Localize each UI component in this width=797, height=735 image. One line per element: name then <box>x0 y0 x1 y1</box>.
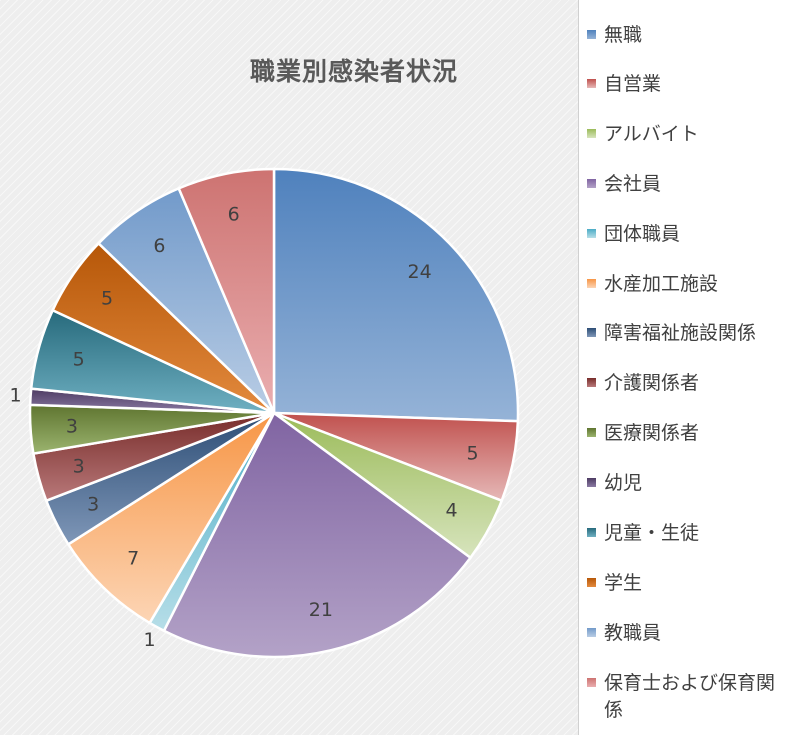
legend-item: 無職 <box>587 22 792 49</box>
data-label: 6 <box>228 204 240 226</box>
legend-label: 会社員 <box>604 173 662 195</box>
legend-item: 児童・生徒 <box>587 520 792 547</box>
legend-item: 障害福祉施設関係 <box>587 320 792 347</box>
legend-item: 保育士および保育関係 <box>587 670 792 724</box>
legend-item: アルバイト <box>587 121 792 148</box>
pie-slice <box>177 167 276 414</box>
data-label: 3 <box>87 493 99 515</box>
legend-swatch <box>587 328 596 337</box>
data-label: 5 <box>101 287 113 309</box>
legend-label: 団体職員 <box>604 223 681 245</box>
legend-swatch <box>587 678 596 687</box>
legend-item: 会社員 <box>587 171 792 198</box>
legend-swatch <box>587 628 596 637</box>
legend-swatch <box>587 428 596 437</box>
legend-swatch <box>587 279 596 288</box>
data-label: 3 <box>73 456 85 478</box>
legend-item: 医療関係者 <box>587 420 792 447</box>
legend-label: アルバイト <box>604 123 699 145</box>
data-label: 3 <box>66 416 78 438</box>
legend-swatch <box>587 179 596 188</box>
legend-swatch <box>587 30 596 39</box>
data-label: 1 <box>143 629 155 651</box>
legend-label: 医療関係者 <box>604 422 700 444</box>
legend-swatch <box>587 378 596 387</box>
legend-label: 学生 <box>604 572 643 594</box>
legend-item: 自営業 <box>587 71 792 98</box>
legend-label: 無職 <box>604 24 643 46</box>
legend-label: 自営業 <box>604 73 662 95</box>
legend-item: 水産加工施設 <box>587 271 792 298</box>
legend-label: 保育士および保育関係 <box>604 672 776 721</box>
legend-label: 障害福祉施設関係 <box>604 322 757 344</box>
legend-item: 介護関係者 <box>587 370 792 397</box>
legend-swatch <box>587 129 596 138</box>
data-label: 21 <box>309 599 333 621</box>
legend-label: 児童・生徒 <box>604 522 700 544</box>
legend-label: 水産加工施設 <box>604 273 719 295</box>
legend-label: 教職員 <box>604 622 662 644</box>
data-label: 5 <box>73 349 85 371</box>
legend-swatch <box>587 578 596 587</box>
legend-label: 介護関係者 <box>604 372 700 394</box>
chart-title: 職業別感染者状況 <box>250 57 459 86</box>
data-label: 24 <box>408 261 432 283</box>
data-label: 1 <box>10 385 22 407</box>
pie-slice <box>162 411 473 659</box>
legend: 無職自営業アルバイト会社員団体職員水産加工施設障害福祉施設関係 介護関係者医療関係… <box>578 0 797 735</box>
legend-label: 幼児 <box>604 472 643 494</box>
legend-swatch <box>587 229 596 238</box>
legend-item: 幼児 <box>587 470 792 497</box>
legend-item: 学生 <box>587 570 792 597</box>
legend-swatch <box>587 528 596 537</box>
data-label: 5 <box>466 442 478 464</box>
legend-item: 団体職員 <box>587 221 792 248</box>
data-label: 6 <box>153 235 165 257</box>
legend-swatch <box>587 79 596 88</box>
pie-slice <box>272 167 520 423</box>
legend-swatch <box>587 478 596 487</box>
data-label: 7 <box>127 548 139 570</box>
legend-item: 教職員 <box>587 620 792 647</box>
pie-slice <box>66 411 276 625</box>
data-label: 4 <box>446 499 458 521</box>
